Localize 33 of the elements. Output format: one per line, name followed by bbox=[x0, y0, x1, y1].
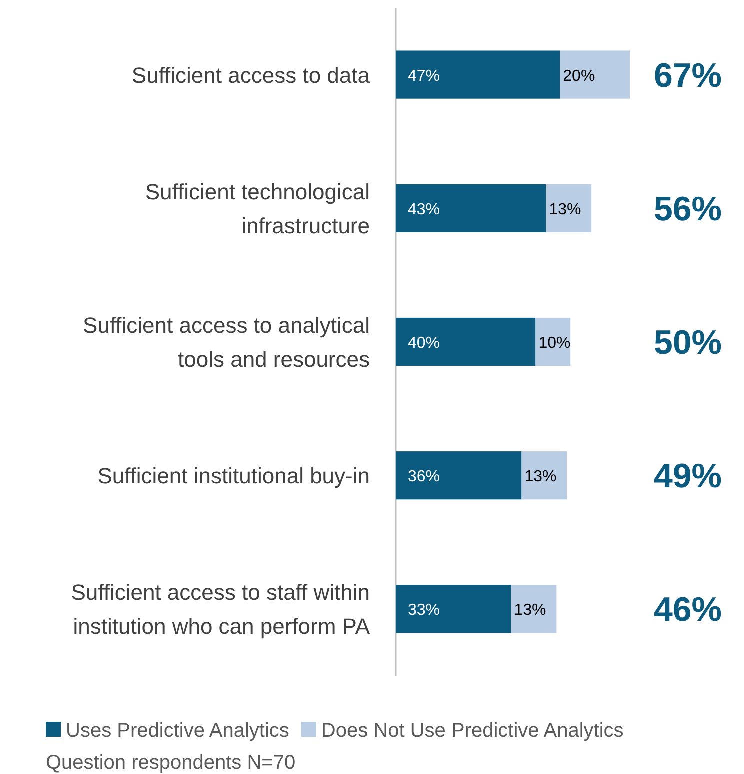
legend-label: Does Not Use Predictive Analytics bbox=[321, 720, 624, 742]
data-label: 20% bbox=[563, 68, 596, 85]
data-label: 43% bbox=[408, 201, 440, 218]
y-tick-label: Sufficient access to staff within institution who can perform PA bbox=[71, 580, 370, 640]
data-label: 36% bbox=[408, 468, 440, 486]
data-label: 40% bbox=[408, 335, 440, 352]
bar bbox=[396, 585, 512, 634]
text: Question respondents N=70 bbox=[46, 752, 296, 774]
bar bbox=[546, 184, 592, 232]
data-label: 47% bbox=[408, 68, 440, 85]
y-tick-label: Sufficient access to data bbox=[132, 62, 371, 88]
bar bbox=[396, 452, 522, 500]
y-tick-label: Sufficient institutional buy-in bbox=[98, 464, 370, 489]
legend-label: Uses Predictive Analytics bbox=[66, 720, 290, 742]
bar bbox=[511, 585, 557, 634]
bar bbox=[396, 184, 546, 232]
total-label: 56% bbox=[654, 190, 722, 228]
total-label: 49% bbox=[654, 458, 722, 496]
total-label: 67% bbox=[654, 56, 722, 95]
y-tick-label: Sufficient access to analytical tools and resources bbox=[83, 313, 370, 372]
y-tick-label: Sufficient technological infrastructure bbox=[145, 179, 370, 238]
bar bbox=[522, 452, 568, 500]
data-label: 13% bbox=[514, 602, 546, 620]
bar bbox=[536, 318, 571, 366]
total-label: 46% bbox=[654, 591, 722, 630]
data-label: 33% bbox=[408, 602, 440, 620]
bar bbox=[396, 50, 560, 99]
data-label: 10% bbox=[538, 335, 571, 352]
data-label: 13% bbox=[524, 468, 557, 486]
bar bbox=[560, 50, 630, 99]
bar bbox=[396, 318, 536, 366]
total-label: 50% bbox=[654, 324, 722, 362]
data-label: 13% bbox=[549, 201, 582, 218]
